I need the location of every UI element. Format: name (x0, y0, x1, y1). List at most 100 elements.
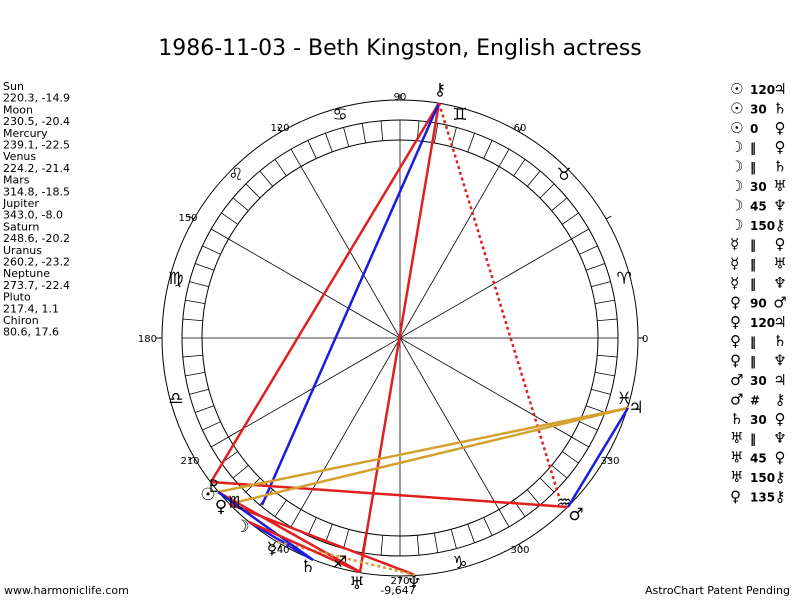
aspect-planet: ♀ (730, 293, 741, 311)
degree-tick (325, 523, 333, 543)
planet-name: Venus (3, 150, 36, 163)
degree-label: 240 (270, 545, 289, 556)
degree-tick (274, 499, 287, 517)
aspect-planet: ♆ (773, 429, 786, 447)
planet-name: Sun (3, 80, 24, 93)
aspect-line (248, 520, 361, 574)
aspect-type: ‖ (750, 258, 756, 272)
aspect-planet: ♄ (773, 332, 786, 350)
degree-tick (182, 318, 203, 322)
planet-position: 217.4, 1.1 (3, 302, 59, 315)
degree-tick (307, 140, 317, 159)
aspect-planet: ♀ (775, 235, 786, 253)
outer-tick (277, 126, 282, 133)
aspect-planet: ♀ (775, 138, 786, 156)
degree-tick (539, 477, 555, 493)
planet-position: 239.1, -22.5 (3, 139, 70, 152)
aspect-planet: ♅ (773, 255, 786, 273)
degree-label: 60 (514, 123, 527, 134)
aspect-planet: ♄ (773, 99, 786, 117)
aspect-planet: ☿ (730, 235, 739, 253)
degree-label: 90 (394, 92, 407, 103)
planet-position: 314.8, -18.5 (3, 185, 70, 198)
planet-position: 220.3, -14.9 (3, 92, 70, 105)
planet-position: 230.5, -20.4 (3, 115, 70, 128)
degree-tick (579, 245, 598, 255)
planet-glyph: ♇ (206, 477, 221, 497)
aspect-planet: ♆ (773, 274, 786, 292)
aspect-planet: ♀ (730, 332, 741, 350)
footer-left: www.harmoniclife.com (4, 584, 129, 597)
aspect-planet: ☽ (730, 196, 743, 214)
planet-glyph: ♅ (349, 574, 364, 594)
aspect-planet: ☽ (730, 177, 743, 195)
degree-tick (551, 197, 568, 212)
degree-tick (195, 405, 215, 413)
degree-tick (597, 318, 618, 322)
aspect-type: ‖ (750, 141, 756, 155)
degree-tick (498, 149, 510, 167)
sign-glyph: ♓ (616, 389, 631, 409)
sign-glyph: ♋ (332, 105, 347, 125)
footer-right: AstroChart Patent Pending (645, 584, 790, 597)
degree-tick (274, 159, 287, 177)
degree-ticks (156, 94, 644, 582)
outer-tick (188, 215, 195, 220)
aspect-planet: ☽ (730, 138, 743, 156)
aspect-line (209, 102, 441, 483)
sign-glyph: ♐ (332, 553, 347, 573)
planet-name: Chiron (3, 314, 39, 327)
degree-tick (290, 509, 302, 527)
aspect-planet: ♀ (775, 119, 786, 137)
planet-glyph: ⚷ (434, 80, 446, 100)
degree-label: 210 (180, 456, 199, 467)
degree-tick (259, 170, 274, 187)
aspect-planet: ♀ (730, 487, 741, 505)
degree-tick (290, 149, 302, 167)
degree-tick (571, 228, 589, 240)
planet-glyph: ♃ (628, 398, 643, 418)
aspect-type: 0 (750, 122, 758, 136)
aspect-planet: ♅ (730, 468, 743, 486)
aspect-line (437, 102, 562, 501)
planet-position: 80.6, 17.6 (3, 326, 59, 339)
aspect-type: 150 (750, 219, 775, 233)
aspect-planet: ♀ (775, 410, 786, 428)
aspect-type: ‖ (750, 238, 756, 252)
aspect-type: 30 (750, 374, 767, 388)
aspect-line (228, 406, 629, 506)
aspect-planet: ♅ (773, 177, 786, 195)
degree-tick (232, 464, 249, 479)
degree-tick (325, 133, 333, 153)
aspect-line (217, 490, 361, 574)
aspect-type: 90 (750, 296, 767, 310)
planet-name: Moon (3, 103, 33, 116)
aspect-planet: ☿ (730, 274, 739, 292)
aspect-planet: ☽ (730, 158, 743, 176)
aspect-planet: ☉ (730, 99, 743, 117)
aspect-planet: ⚷ (775, 487, 786, 505)
planet-name: Jupiter (2, 197, 39, 210)
aspect-planet: ☿ (730, 255, 739, 273)
bottom-value: -9,647 (380, 584, 415, 597)
planet-glyph: ♂ (568, 505, 583, 525)
degree-tick (591, 281, 611, 288)
degree-tick (526, 489, 541, 506)
degree-label: 150 (178, 213, 197, 224)
aspect-lines (209, 102, 630, 577)
sign-glyph: ♍ (168, 269, 183, 289)
aspect-type: # (750, 393, 760, 407)
aspect-type: 30 (750, 180, 767, 194)
aspect-line (358, 102, 441, 573)
sign-glyph: ♎ (168, 389, 183, 409)
degree-tick (182, 354, 203, 358)
aspect-planet: ♄ (730, 410, 743, 428)
aspect-planet: ♀ (730, 313, 741, 331)
aspect-planet: ♆ (773, 196, 786, 214)
aspect-planet: ♂ (730, 371, 743, 389)
aspect-planet: ♃ (773, 371, 786, 389)
sign-glyph: ♑ (452, 553, 467, 573)
planet-position: 260.2, -23.2 (3, 256, 70, 269)
degree-tick (211, 228, 229, 240)
